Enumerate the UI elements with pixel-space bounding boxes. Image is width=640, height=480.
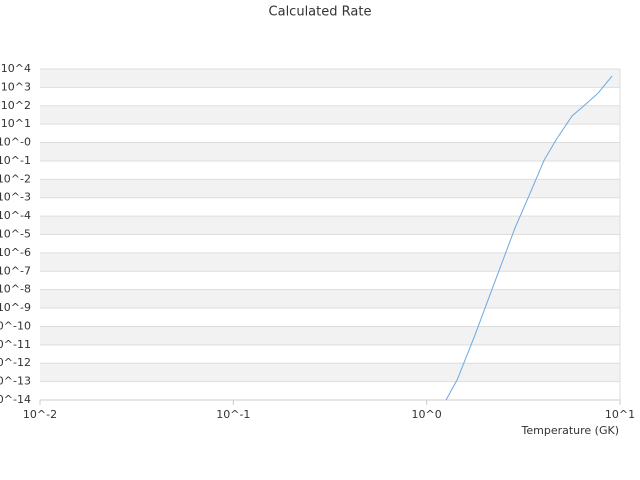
y-tick-label: 10^4: [1, 62, 31, 75]
grid-band: [40, 179, 620, 198]
grid-band: [40, 216, 620, 235]
y-tick-label: 10^-11: [0, 338, 31, 351]
y-tick-label: 10^-10: [0, 319, 31, 332]
y-tick-label: 10^-1: [0, 154, 31, 167]
grid-band: [40, 105, 620, 125]
x-tick-label: 10^1: [605, 408, 635, 421]
y-tick-label: 10^-5: [0, 228, 31, 241]
y-tick-label: 10^-0: [0, 136, 31, 149]
x-tick-label: 10^0: [412, 408, 442, 421]
y-tick-label: 10^-13: [0, 375, 31, 388]
y-tick-label: 10^-4: [0, 209, 31, 222]
grid-band: [40, 142, 620, 161]
x-axis-label: Temperature (GK): [521, 424, 620, 437]
y-tick-label: 10^-14: [0, 393, 31, 406]
chart-title: Calculated Rate: [269, 5, 372, 20]
grid-band: [40, 289, 620, 309]
x-tick-label: 10^-2: [23, 408, 57, 421]
grid-band: [40, 252, 620, 272]
y-tick-label: 10^-2: [0, 172, 31, 185]
y-tick-label: 10^-3: [0, 191, 31, 204]
y-tick-label: 10^3: [1, 80, 31, 93]
y-tick-label: 10^-12: [0, 356, 31, 369]
grid-band: [40, 326, 620, 345]
y-tick-label: 10^2: [1, 99, 31, 112]
y-tick-label: 10^-6: [0, 246, 31, 259]
y-tick-label: 10^-7: [0, 264, 31, 277]
y-tick-label: 10^-8: [0, 283, 31, 296]
x-tick-label: 10^-1: [216, 408, 250, 421]
y-tick-label: 10^-9: [0, 301, 31, 314]
grid-band: [40, 363, 620, 382]
y-tick-label: 10^1: [1, 117, 31, 130]
data-line: [445, 75, 613, 401]
grid-band: [40, 69, 620, 88]
